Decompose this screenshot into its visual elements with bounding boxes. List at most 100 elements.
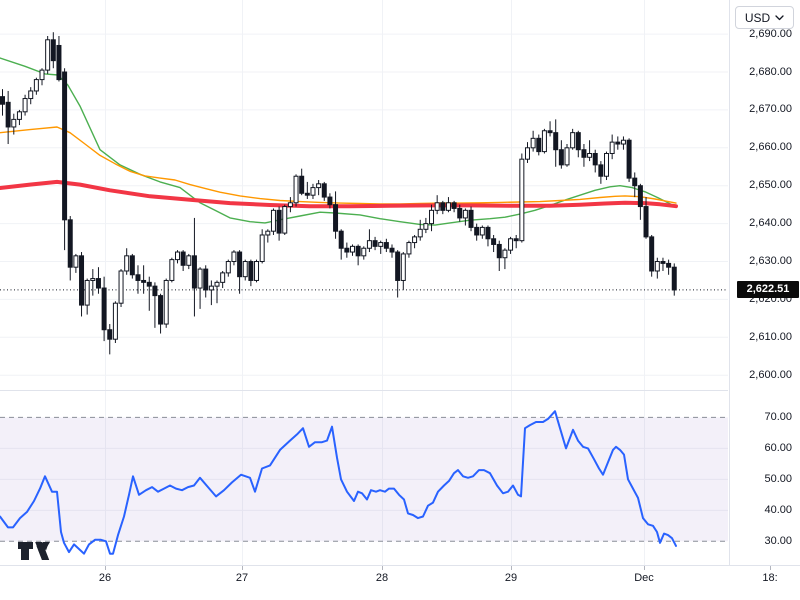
candle-up — [73, 255, 79, 268]
candle-down — [440, 202, 446, 211]
candle-up — [293, 175, 299, 204]
candle-down — [79, 255, 85, 306]
currency-dropdown-label: USD — [744, 10, 771, 25]
candle-up — [124, 255, 130, 272]
candle-up — [349, 245, 355, 253]
candle-down — [660, 261, 666, 264]
candle-up — [282, 206, 288, 234]
time-tick — [382, 566, 383, 570]
time-axis-label: 18: — [762, 572, 778, 584]
candle-up — [254, 261, 260, 281]
candle-up — [28, 90, 34, 100]
candle-up — [564, 147, 570, 166]
candle-down — [383, 242, 389, 249]
candle-up — [502, 249, 508, 259]
candle-down — [575, 132, 581, 151]
candle-down — [95, 278, 101, 289]
candle-up — [519, 158, 525, 242]
candle-down — [372, 240, 378, 247]
candle-up — [366, 240, 372, 249]
candle-down — [474, 226, 480, 236]
price-axis-label: 2,640.00 — [749, 217, 792, 230]
chart-canvas[interactable] — [0, 0, 729, 565]
candle-down — [581, 149, 587, 158]
candle-down — [276, 209, 282, 234]
candle-down — [468, 209, 474, 228]
candle-up — [604, 152, 610, 177]
candle-up — [265, 230, 271, 236]
rsi-axis-label: 60.00 — [764, 441, 792, 454]
candle-down — [338, 230, 344, 249]
price-axis-label: 2,660.00 — [749, 141, 792, 154]
candle-down — [671, 266, 677, 291]
candle-up — [462, 209, 468, 219]
ma-slow-red[interactable] — [0, 179, 678, 209]
candle-down — [327, 196, 333, 206]
time-axis-label: 29 — [504, 572, 518, 584]
price-axis-label: 2,670.00 — [749, 103, 792, 116]
rsi-axis-label: 40.00 — [764, 503, 792, 516]
candle-down — [152, 285, 158, 297]
candle-up — [174, 251, 180, 261]
candle-up — [412, 236, 418, 244]
candle-up — [186, 255, 192, 266]
candle-up — [417, 228, 423, 238]
rsi-line[interactable] — [0, 410, 677, 555]
candle-down — [649, 236, 655, 272]
price-scale[interactable]: 2,622.51 2,690.00 2,680.00 2,670.00 2,660.0… — [729, 0, 800, 600]
candle-down — [513, 238, 519, 242]
candle-down — [615, 141, 621, 145]
candle-down — [344, 247, 350, 253]
candle-down — [299, 175, 305, 194]
candle-up — [11, 118, 17, 128]
price-axis-label: 2,610.00 — [749, 330, 792, 343]
currency-dropdown[interactable]: USD — [735, 6, 794, 29]
candle-down — [395, 251, 401, 281]
ma-fast-green[interactable] — [0, 57, 677, 226]
tradingview-logo[interactable] — [17, 540, 51, 562]
time-axis-label: Dec — [634, 572, 654, 584]
candle-down — [321, 183, 327, 198]
candle-up — [587, 152, 593, 158]
ma-mid-orange[interactable] — [0, 126, 677, 205]
candle-down — [389, 247, 395, 253]
rsi-axis-label: 70.00 — [764, 410, 792, 423]
candle-down — [203, 268, 209, 291]
candle-up — [434, 202, 440, 211]
candle-up — [524, 147, 530, 160]
candle-down — [56, 44, 62, 81]
candle-up — [208, 285, 214, 291]
candle-down — [626, 139, 632, 179]
candle-down — [191, 255, 197, 289]
rsi-axis-label: 30.00 — [764, 534, 792, 547]
candle-up — [570, 132, 576, 149]
candle-up — [270, 209, 276, 232]
time-tick — [511, 566, 512, 570]
candle-down — [333, 204, 339, 232]
candle-up — [310, 187, 316, 196]
candle-down — [146, 281, 152, 287]
last-price-badge: 2,622.51 — [737, 281, 799, 299]
candle-up — [361, 247, 367, 257]
candle-down — [304, 192, 310, 196]
candle-up — [214, 281, 220, 287]
candle-down — [50, 39, 56, 62]
candle-up — [22, 98, 28, 113]
candle-up — [163, 279, 169, 325]
candle-down — [666, 262, 672, 268]
candle-down — [135, 274, 141, 281]
candle-up — [429, 209, 435, 225]
candle-up — [423, 223, 429, 230]
candle-up — [620, 139, 626, 145]
candle-up — [220, 272, 226, 283]
price-axis-label: 2,630.00 — [749, 255, 792, 267]
tradingview-logo-mark — [18, 542, 50, 560]
candle-up — [508, 238, 514, 251]
time-scale[interactable]: 26 27 28 29 Dec 18: — [0, 565, 800, 600]
price-axis-label: 2,690.00 — [749, 27, 792, 40]
candle-down — [491, 238, 497, 245]
candle-down — [129, 255, 135, 276]
price-axis-label: 2,600.00 — [749, 368, 792, 381]
price-axis-label: 2,650.00 — [749, 179, 792, 192]
candle-up — [231, 251, 237, 263]
